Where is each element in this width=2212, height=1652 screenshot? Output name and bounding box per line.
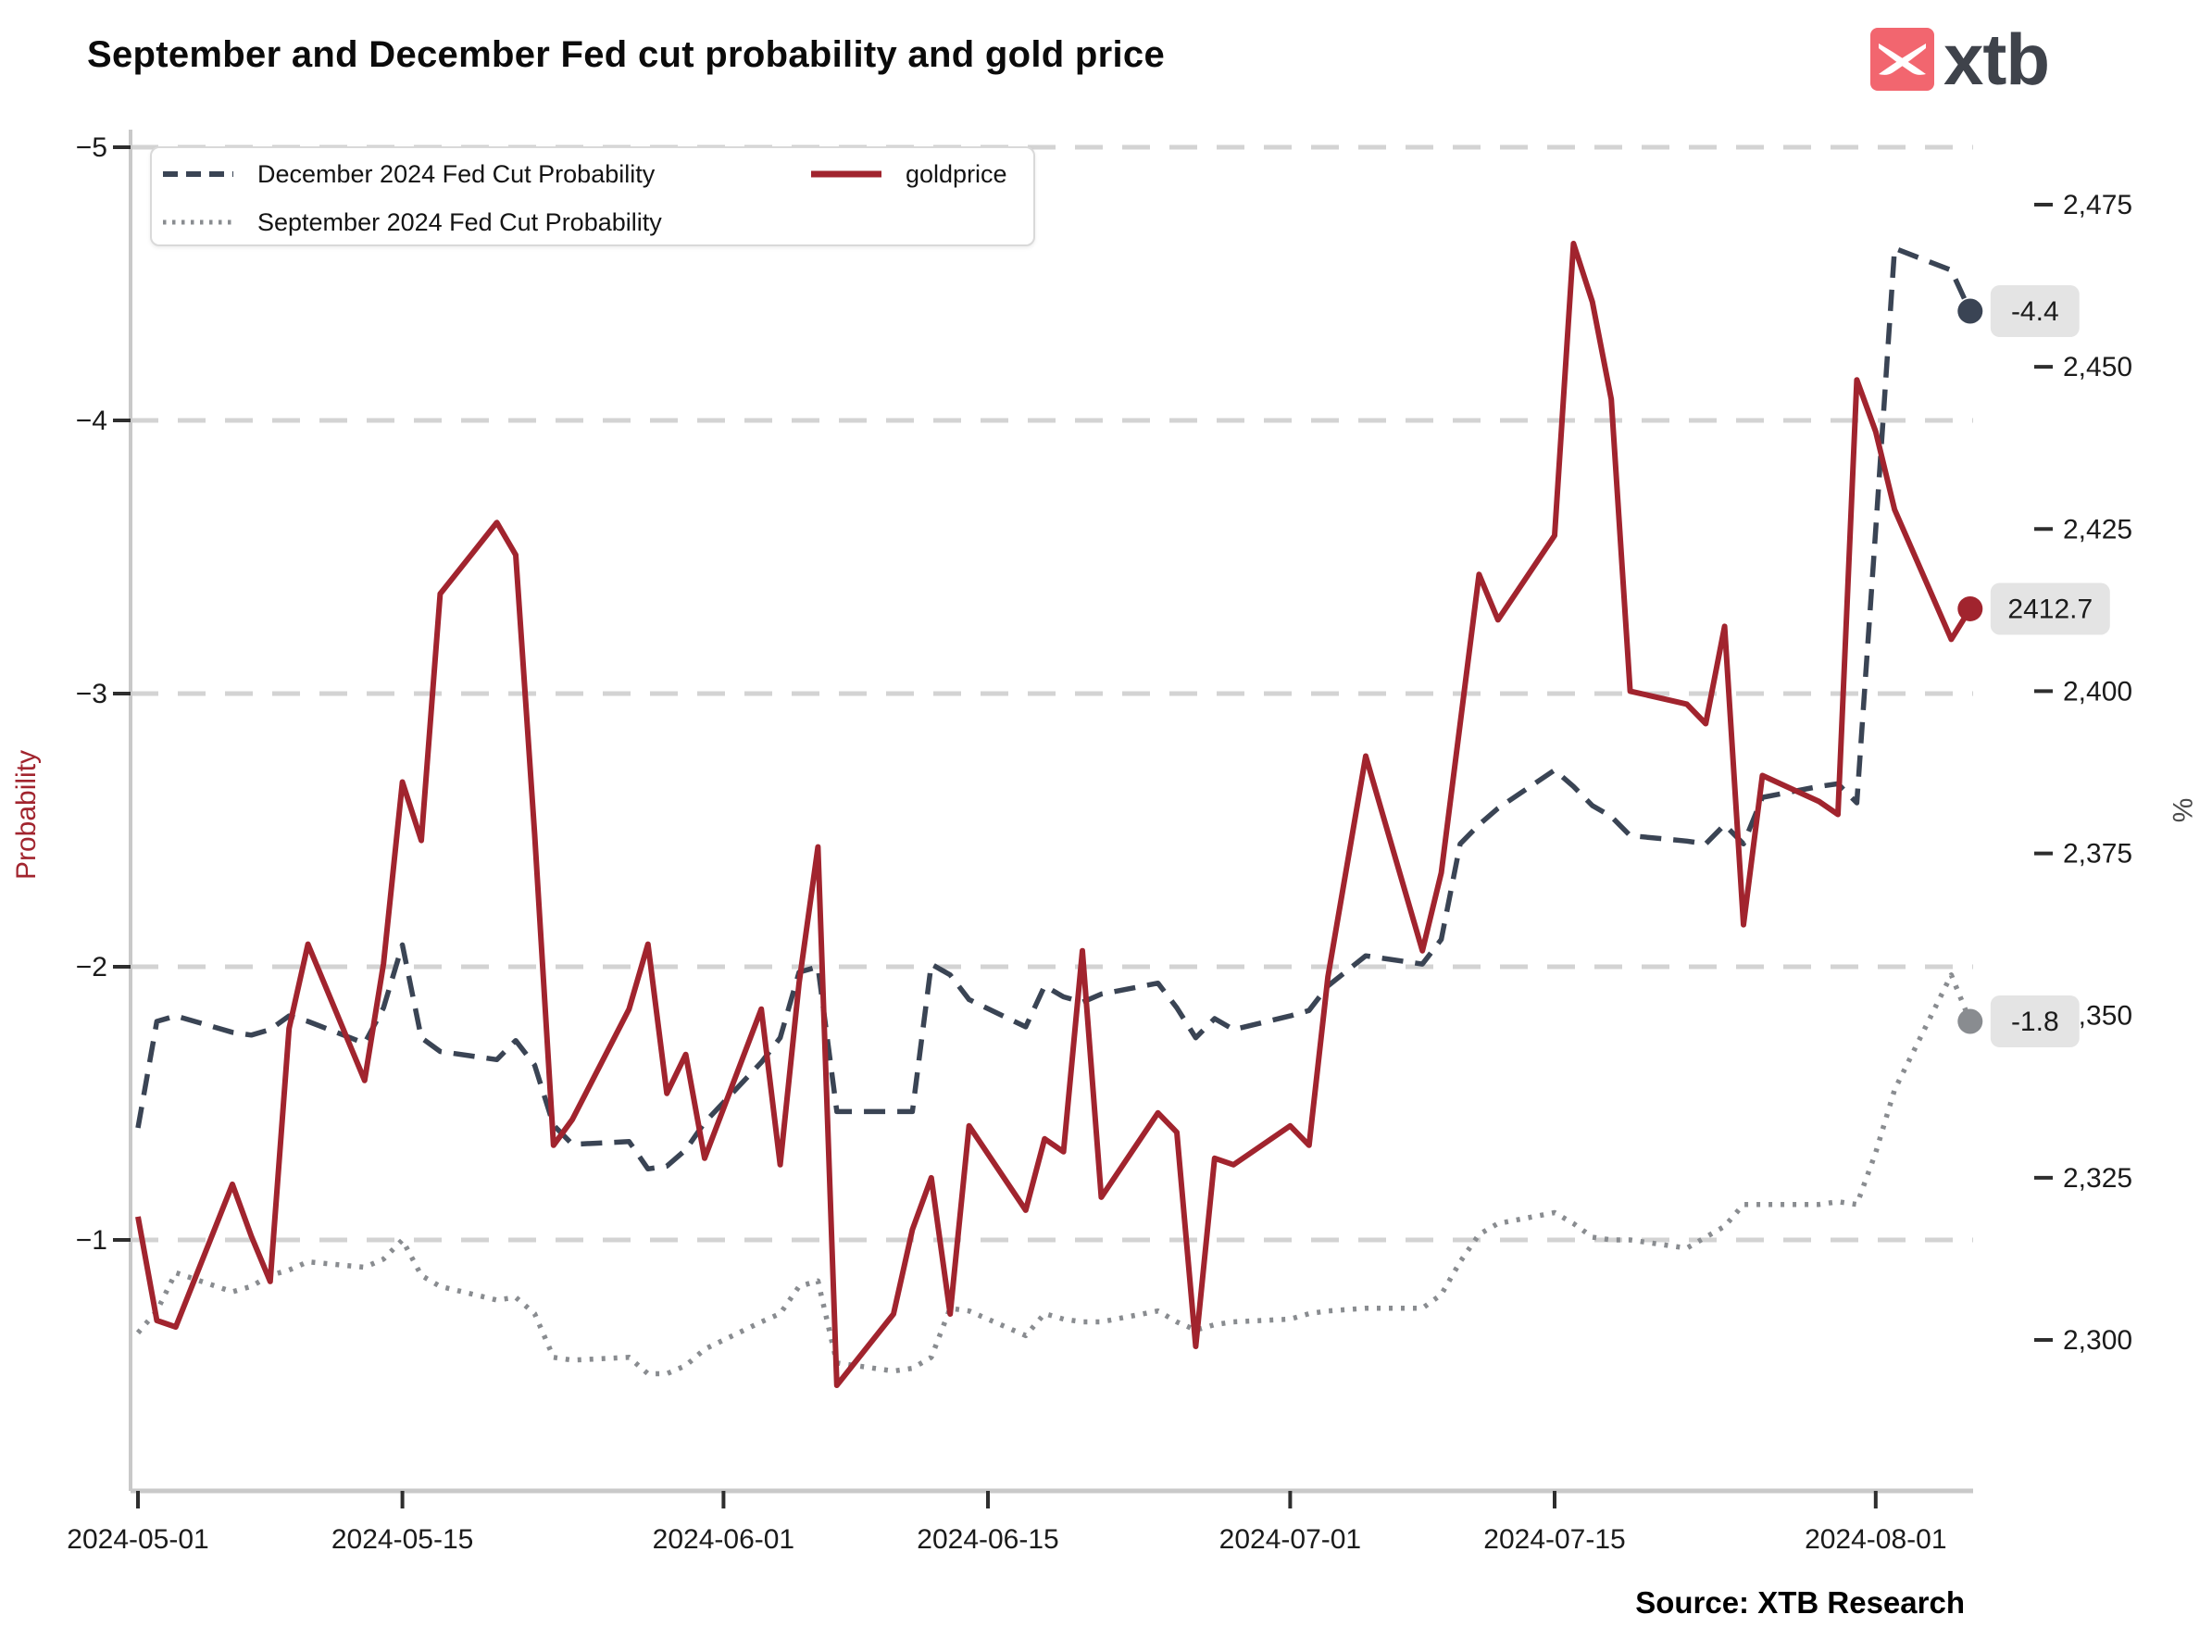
left-tick-label: −3 [76, 679, 107, 709]
right-tick-label: 2,375 [2063, 839, 2132, 870]
legend-item-goldprice: goldprice [811, 160, 1033, 189]
left-axis-title: Probability [11, 750, 42, 880]
legend-label-december: December 2024 Fed Cut Probability [257, 159, 656, 188]
left-tick-label: −1 [76, 1225, 107, 1256]
source-note: Source: XTB Research [1635, 1585, 1965, 1620]
value-badge-label: -4.4 [2011, 296, 2059, 327]
value-badge-label: -1.8 [2011, 1007, 2059, 1037]
value-badge-label: 2412.7 [2007, 594, 2093, 624]
right-tick-label: 2,300 [2063, 1325, 2132, 1356]
value-badge [1990, 995, 2080, 1047]
series-dotted [135, 972, 1973, 1377]
dotted-line-swatch-icon [163, 219, 233, 225]
x-tick-label: 2024-07-01 [1219, 1524, 1361, 1555]
left-tick-label: −5 [76, 132, 107, 163]
x-tick-label: 2024-06-01 [653, 1524, 794, 1555]
legend: December 2024 Fed Cut Probability Septem… [150, 146, 1035, 246]
series-solid [135, 241, 1973, 1388]
legend-item-september: September 2024 Fed Cut Probability [163, 208, 811, 237]
right-tick-label: 2,325 [2063, 1163, 2132, 1194]
left-tick-label: −2 [76, 952, 107, 982]
left-tick-label: −4 [76, 406, 107, 436]
xtb-logo-icon [1870, 28, 1934, 91]
solid-line-swatch-icon [811, 170, 881, 178]
value-badge [1990, 582, 2110, 635]
series-end-dot [1957, 1008, 1983, 1034]
legend-item-december: December 2024 Fed Cut Probability [163, 160, 811, 189]
series-dashed [135, 245, 1973, 1172]
right-tick-label: 2,450 [2063, 352, 2132, 382]
x-tick-label: 2024-05-15 [331, 1524, 473, 1555]
right-axis-title: % [2167, 798, 2197, 823]
value-badge [1990, 285, 2080, 337]
legend-label-september: September 2024 Fed Cut Probability [257, 207, 662, 236]
x-tick-label: 2024-05-01 [67, 1524, 208, 1555]
series-end-dot [1957, 595, 1983, 621]
x-tick-label: 2024-07-15 [1483, 1524, 1625, 1555]
right-tick-label: 2,400 [2063, 676, 2132, 707]
brand-text: xtb [1943, 19, 2050, 100]
dashed-line-swatch-icon [163, 171, 233, 177]
right-tick-label: 2,475 [2063, 190, 2132, 220]
x-tick-label: 2024-06-15 [917, 1524, 1058, 1555]
page-title: September and December Fed cut probabili… [87, 33, 1165, 75]
legend-label-goldprice: goldprice [906, 159, 1007, 188]
series-end-dot [1957, 298, 1983, 324]
right-tick-label: 2,425 [2063, 514, 2132, 544]
x-tick-label: 2024-08-01 [1805, 1524, 1946, 1555]
brand-logo: xtb [1870, 19, 2050, 100]
